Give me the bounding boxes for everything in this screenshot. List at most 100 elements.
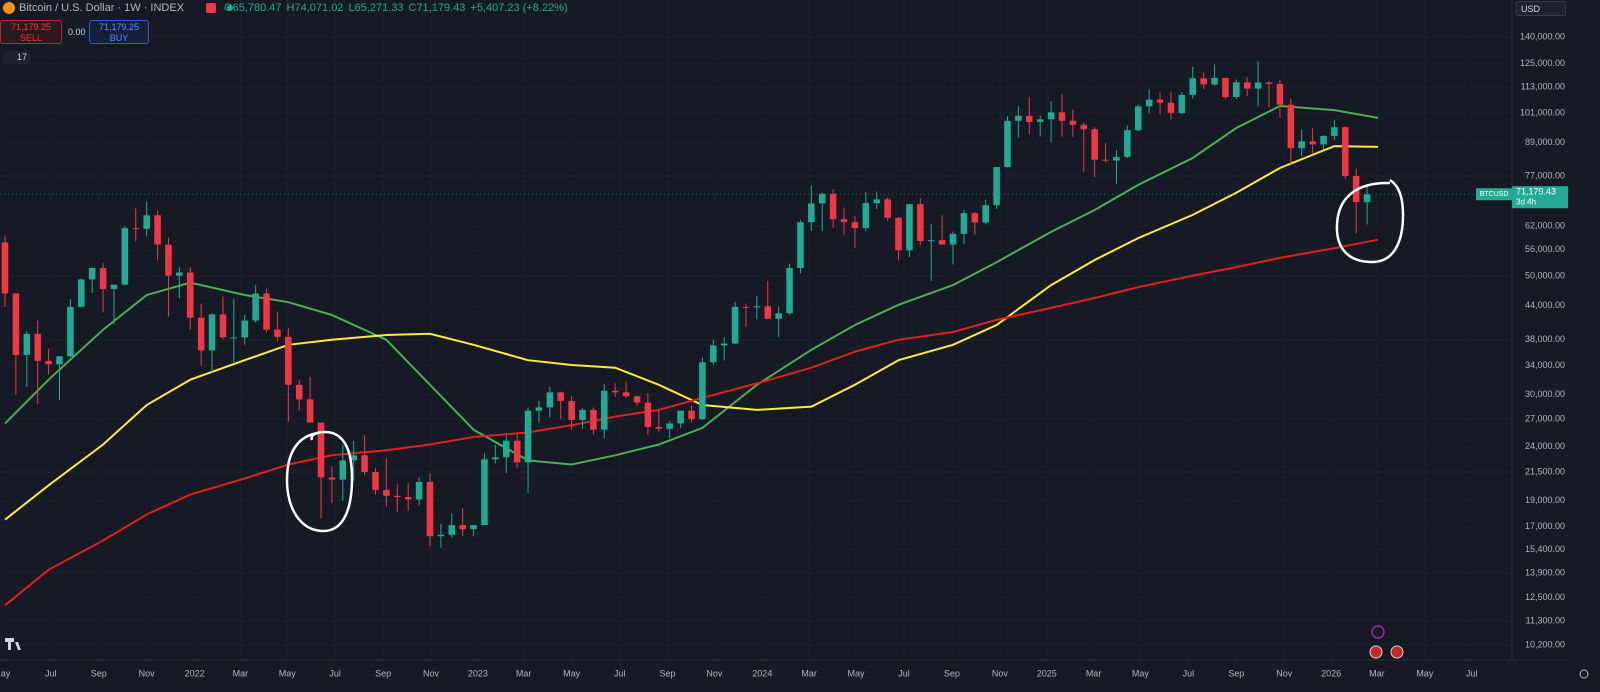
x-tick-label: Jul: [329, 668, 341, 678]
candle-body: [121, 228, 129, 285]
candle-body: [906, 204, 913, 251]
x-tick-label: Sep: [1228, 668, 1244, 678]
candle-body: [840, 219, 848, 223]
candle-body: [775, 313, 782, 319]
y-tick-label: 125,000.00: [1520, 58, 1565, 68]
x-tick-label: Sep: [91, 668, 107, 678]
candle-body: [808, 203, 815, 223]
y-tick-label: 77,000.00: [1525, 170, 1565, 180]
candle-body: [56, 356, 63, 365]
candle-body: [862, 203, 870, 229]
candle-body: [938, 240, 946, 245]
symbol-name[interactable]: Bitcoin / U.S. Dollar · 1W · INDEX: [19, 2, 185, 14]
y-tick-label: 30,000.00: [1525, 389, 1565, 399]
x-tick-label: May: [848, 668, 866, 678]
ohlc-close: C71,179.43: [408, 2, 466, 14]
candle-body: [372, 471, 379, 490]
ohlc-low: L65,271.33: [348, 2, 404, 14]
candle-body: [1026, 115, 1033, 122]
candle-body: [720, 343, 728, 346]
x-tick-label: 2025: [1037, 668, 1057, 678]
y-tick-label: 140,000.00: [1520, 32, 1565, 42]
x-tick-label: Nov: [1276, 668, 1293, 678]
candle-body: [633, 396, 641, 403]
candle-body: [78, 279, 85, 307]
candle-body: [764, 306, 772, 319]
candle-body: [1222, 77, 1229, 98]
x-tick-label: 2022: [185, 668, 205, 678]
candle-body: [186, 272, 194, 318]
x-tick-label: Mar: [1369, 668, 1385, 678]
candle-body: [1036, 119, 1044, 122]
candle-body: [99, 267, 107, 290]
y-tick-label: 50,000.00: [1525, 271, 1565, 281]
candle-body: [394, 495, 401, 498]
currency-select[interactable]: USD: [1516, 1, 1566, 16]
candle-body: [699, 362, 706, 420]
settings-icon: [1579, 669, 1589, 679]
x-tick-label: Sep: [660, 668, 676, 678]
annotation-circle: [1335, 178, 1405, 264]
y-tick-label: 10,200.00: [1525, 639, 1565, 649]
candle-body: [688, 410, 695, 420]
candle-body: [731, 306, 739, 344]
event-icon: [1390, 645, 1404, 659]
candle-body: [34, 333, 41, 361]
sell-button[interactable]: 71,179.25 SELL: [0, 20, 62, 44]
y-tick-label: 15,400.00: [1525, 544, 1565, 554]
x-tick-label: May: [1132, 668, 1150, 678]
candle-body: [993, 167, 1000, 206]
buy-button[interactable]: 71,179.25 BUY: [89, 20, 149, 44]
candle-body: [88, 267, 96, 280]
candle-body: [110, 284, 118, 290]
candle-body: [524, 410, 532, 463]
candle-body: [917, 204, 924, 241]
candle-body: [557, 392, 565, 401]
candle-body: [1004, 120, 1011, 168]
candle-body: [960, 213, 968, 234]
candle-body: [154, 215, 161, 245]
candle-body: [1320, 135, 1327, 145]
candle-body: [1298, 141, 1305, 149]
flag-icon: [206, 3, 216, 13]
candle-body: [67, 306, 74, 357]
y-tick-label: 24,000.00: [1525, 441, 1565, 451]
x-tick-label: Jul: [1183, 668, 1195, 678]
candle-body: [317, 422, 325, 478]
candle-body: [677, 410, 684, 424]
candle-body: [1363, 194, 1371, 203]
candle-body: [252, 293, 259, 321]
candle-body: [1287, 104, 1295, 149]
candle-body: [295, 384, 303, 400]
candle-body: [1124, 130, 1131, 157]
indicators-toggle[interactable]: 17: [3, 51, 31, 64]
candle-body: [579, 409, 586, 420]
sell-price: 71,179.25: [10, 22, 52, 32]
candle-body: [873, 199, 881, 204]
x-tick-label: 2026: [1321, 668, 1341, 678]
x-tick-label: Nov: [992, 668, 1009, 678]
y-tick-label: 62,000.00: [1525, 221, 1565, 231]
candle-body: [927, 240, 935, 242]
candle-body: [219, 314, 227, 338]
x-tick-label: May: [0, 668, 11, 678]
candle-body: [1233, 82, 1240, 98]
candle-body: [274, 329, 281, 337]
moving-averages: [4, 104, 1379, 607]
candle-body: [361, 455, 368, 472]
x-tick-label: May: [279, 668, 297, 678]
grid: [0, 0, 1512, 660]
candle-body: [1156, 99, 1164, 103]
sell-label: SELL: [19, 33, 43, 43]
moving-average-line: [4, 145, 1379, 521]
y-tick-label: 113,000.00: [1521, 81, 1565, 91]
candle-body: [1254, 82, 1262, 89]
candle-body: [197, 317, 205, 351]
candle-body: [971, 213, 979, 223]
x-tick-label: Nov: [139, 668, 156, 678]
candle-body: [404, 497, 412, 500]
candle-body: [492, 457, 499, 460]
annotation-circle: [285, 430, 354, 533]
candle-body: [383, 489, 390, 496]
